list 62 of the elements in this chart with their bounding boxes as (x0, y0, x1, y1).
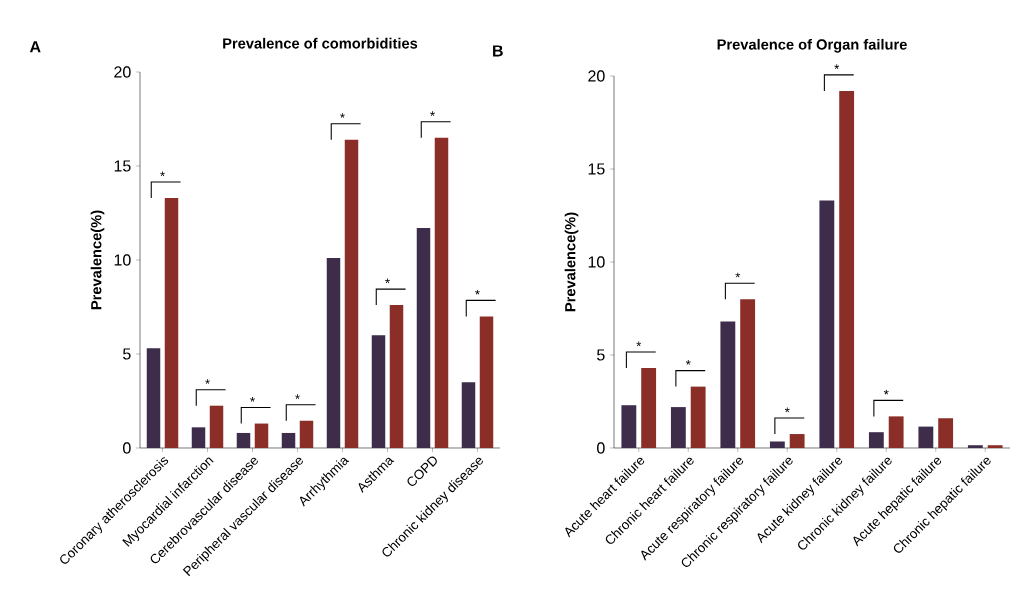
bar (621, 405, 637, 448)
y-tick-label: 0 (123, 442, 131, 454)
bar (191, 427, 206, 448)
y-tick-label: 15 (114, 160, 131, 172)
bar (769, 441, 785, 448)
annotation: * (883, 389, 889, 395)
annotation: * (475, 289, 480, 295)
bar (839, 90, 855, 448)
text: B (493, 45, 503, 57)
bar (209, 405, 224, 448)
bar (789, 434, 805, 448)
annotation: * (205, 379, 210, 384)
bar (819, 200, 835, 448)
y-tick-label: 10 (588, 256, 605, 268)
bar (740, 299, 756, 448)
annotation: * (636, 341, 642, 347)
bar (281, 432, 296, 448)
bar (670, 407, 686, 448)
annotation: * (340, 113, 345, 118)
y-tick-label: 0 (597, 442, 605, 454)
bar (164, 197, 179, 448)
annotation: * (685, 360, 691, 365)
bar (918, 426, 934, 448)
annotation: * (295, 394, 300, 399)
bar (461, 382, 476, 448)
bar (371, 335, 386, 448)
bar (868, 432, 884, 448)
bar (641, 368, 657, 448)
annotation: * (385, 278, 390, 284)
y-tick-label: 5 (597, 349, 605, 361)
bar (236, 432, 251, 448)
annotation: * (735, 272, 741, 278)
y-tick-label: 5 (123, 348, 131, 360)
y-axis-title: Prevalence(%) (564, 212, 579, 312)
bar (987, 445, 1003, 448)
text: * (834, 64, 840, 70)
bar (254, 423, 269, 448)
bar (416, 228, 431, 448)
chart-title: Prevalence of comorbidities (223, 37, 418, 49)
y-axis-title: Prevalence(%) (90, 210, 105, 310)
annotation: * (784, 407, 790, 413)
annotation: * (160, 171, 165, 177)
bar (326, 258, 341, 448)
annotation: * (250, 397, 255, 402)
bar (720, 321, 736, 448)
bar (479, 316, 494, 448)
bar (967, 445, 983, 448)
chart-title: Prevalence of Organ failure (717, 38, 907, 53)
bar (690, 386, 706, 448)
y-tick-label: 10 (114, 254, 131, 266)
y-tick-label: 15 (588, 163, 605, 175)
bar (344, 139, 359, 448)
bar (938, 418, 954, 448)
annotation: * (430, 111, 435, 116)
bar (389, 305, 404, 448)
text: A (29, 41, 41, 53)
y-tick-label: 20 (588, 70, 605, 82)
bar (434, 137, 449, 448)
bar (888, 416, 904, 448)
y-tick-label: 20 (114, 66, 131, 78)
bar (299, 420, 314, 448)
bar (146, 348, 161, 448)
